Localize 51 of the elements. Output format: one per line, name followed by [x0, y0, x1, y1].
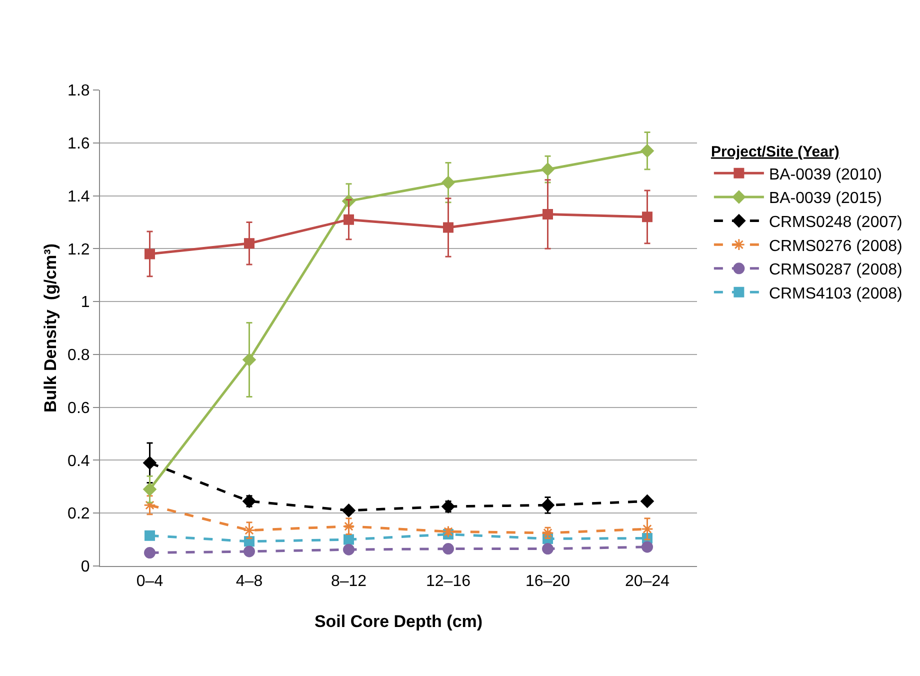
point: [642, 212, 652, 222]
point: [344, 534, 354, 545]
point: [443, 222, 454, 233]
y-tick-label: 1.8: [68, 82, 90, 100]
legend-label: CRMS0248 (2007): [768, 214, 902, 232]
y-tick-label: 0.2: [68, 506, 90, 523]
point: [640, 144, 654, 158]
legend-label: CRMS4103 (2008): [768, 285, 902, 302]
y-tick-label: 1: [80, 294, 90, 312]
point: [442, 500, 455, 514]
x-axis-title: Soil Core Depth (cm): [314, 612, 483, 631]
y-axis-title: Bulk Density (g/cm³): [41, 243, 60, 413]
point: [242, 494, 256, 508]
point: [541, 162, 554, 176]
x-tick-label: 8–12: [330, 573, 367, 590]
x-tick-label: 4–8: [236, 573, 263, 590]
y-tick-label: 1.2: [68, 241, 90, 258]
point: [442, 525, 454, 538]
point: [541, 498, 554, 512]
point: [244, 546, 255, 558]
point: [442, 176, 455, 190]
point: [640, 494, 654, 508]
y-tick-label: 0.4: [68, 452, 90, 470]
legend-title: Project/Site (Year): [710, 143, 840, 160]
legend-label: BA-0039 (2015): [768, 190, 882, 208]
legend-label: CRMS0276 (2008): [768, 238, 902, 255]
point: [144, 547, 156, 559]
point: [144, 248, 155, 260]
x-tick-label: 16–20: [526, 573, 570, 590]
x-tick-label: 12–16: [426, 573, 471, 590]
point: [642, 541, 653, 553]
point: [244, 238, 254, 249]
point: [442, 543, 454, 555]
point: [143, 482, 156, 496]
y-tick-label: 1.6: [68, 135, 90, 152]
x-tick-label: 0–4: [136, 573, 164, 590]
y-tick-label: 1.4: [68, 188, 90, 206]
legend-label: CRMS0287 (2008): [768, 262, 902, 279]
x-tick-label: 20–24: [625, 573, 670, 590]
y-tick-label: 0.6: [68, 400, 90, 417]
point: [242, 353, 256, 366]
point: [542, 209, 553, 220]
point: [343, 544, 354, 556]
point: [344, 214, 354, 225]
point: [542, 543, 554, 555]
y-tick-label: 0.8: [68, 347, 90, 364]
y-tick-label: 0: [80, 558, 90, 576]
point: [144, 530, 155, 541]
point: [143, 456, 156, 470]
legend-label: BA-0039 (2010): [768, 166, 882, 184]
point: [342, 504, 356, 518]
